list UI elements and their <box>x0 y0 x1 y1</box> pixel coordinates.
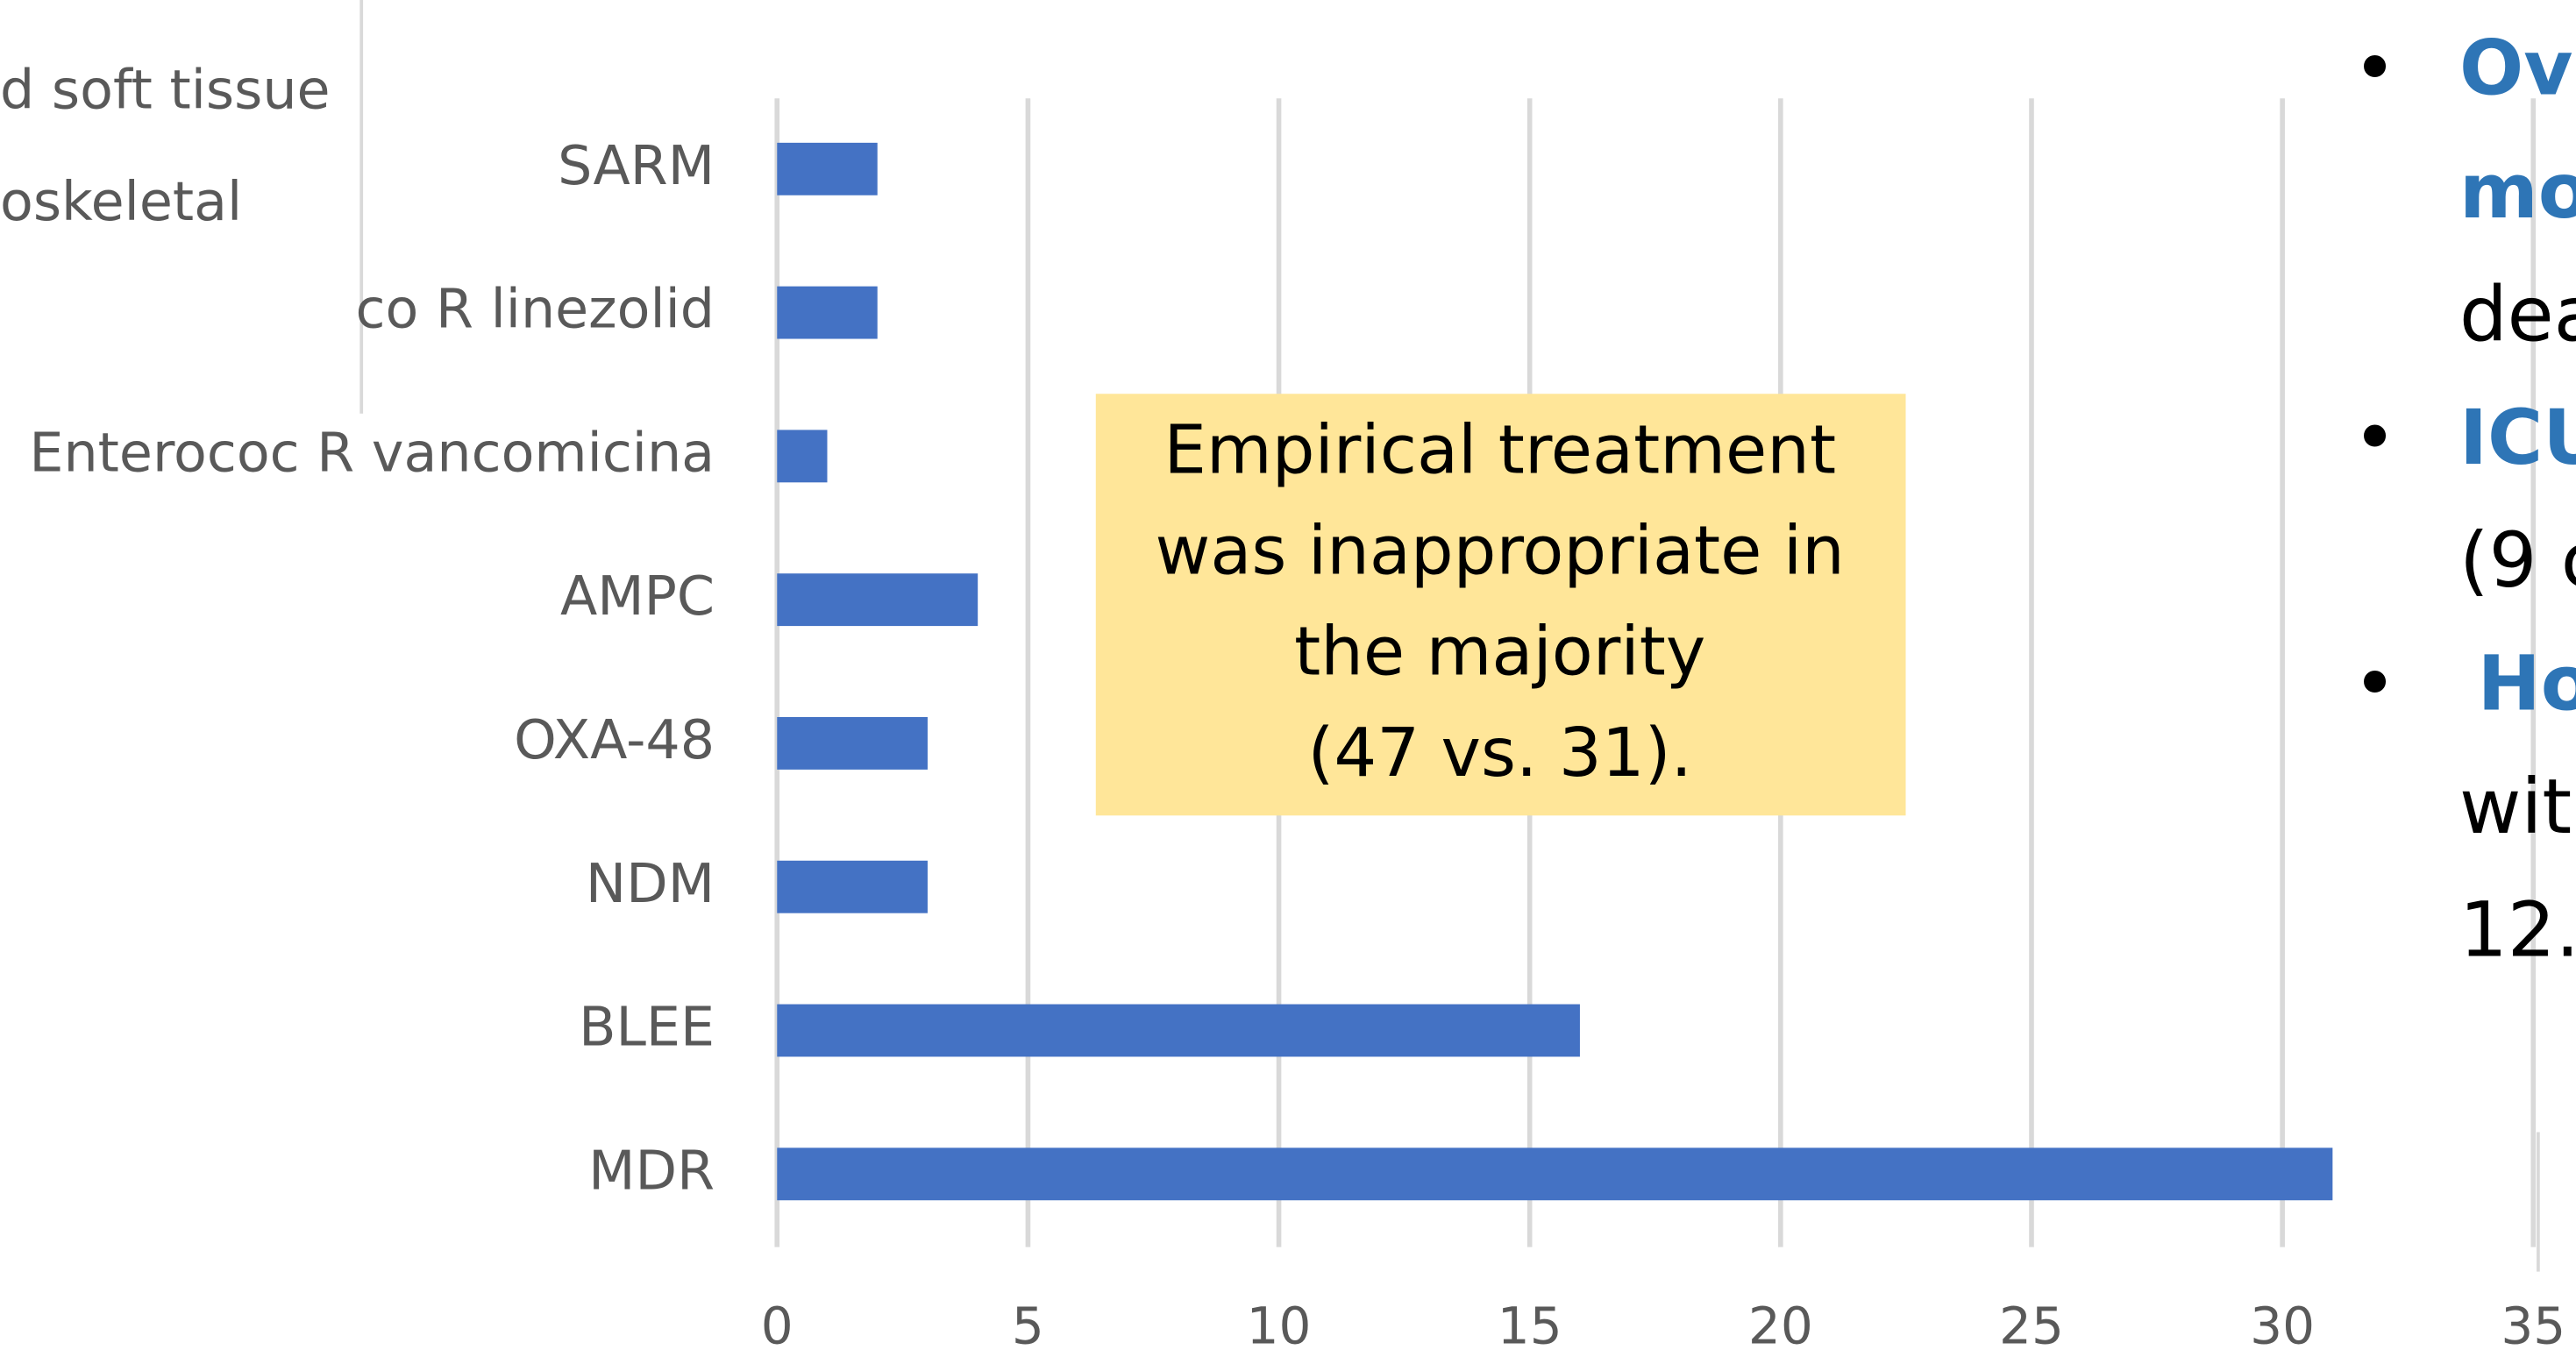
body-text: ICU <box>2459 394 2576 482</box>
bullet: • <box>2352 394 2397 482</box>
body-text: dea <box>2459 271 2576 359</box>
body-text: (9 c <box>2459 517 2576 605</box>
legend-text: oskeletal <box>0 170 242 233</box>
bullet: • <box>2352 641 2397 728</box>
x-tick-label: 15 <box>1498 1296 1562 1355</box>
annotation-line: Empirical treatment <box>1163 412 1836 490</box>
bullet: • <box>2352 25 2397 113</box>
body-text: mo <box>2459 148 2576 236</box>
bar <box>777 716 928 770</box>
y-tick-label: OXA-48 <box>514 708 715 771</box>
x-tick-label: 5 <box>1012 1296 1044 1355</box>
bar <box>777 1004 1580 1057</box>
bar <box>777 1147 2333 1201</box>
y-tick-label: SARM <box>558 134 715 197</box>
x-tick-label: 20 <box>1748 1296 1813 1355</box>
bar <box>777 860 928 913</box>
legend-text: d soft tissue <box>0 59 331 122</box>
x-tick-label: 10 <box>1247 1296 1312 1355</box>
annotation-line: the majority <box>1294 614 1705 692</box>
body-text: Ov <box>2459 25 2572 113</box>
y-tick-label: AMPC <box>560 565 715 628</box>
y-tick-label: co R linezolid <box>356 278 715 341</box>
annotation-line: was inappropriate in <box>1156 513 1845 591</box>
annotation-box <box>1095 394 1906 816</box>
bar <box>777 430 828 483</box>
annotation-line: (47 vs. 31). <box>1307 714 1692 792</box>
bar <box>777 142 878 195</box>
y-tick-label: BLEE <box>579 996 715 1059</box>
x-tick-label: 30 <box>2250 1296 2315 1355</box>
bar <box>777 573 978 627</box>
y-tick-label: Enterococ R vancomicina <box>29 421 715 484</box>
x-tick-label: 0 <box>761 1296 793 1355</box>
bar <box>777 286 878 339</box>
y-tick-label: MDR <box>588 1139 715 1202</box>
body-text: wit <box>2459 764 2572 851</box>
body-text: 12. <box>2459 886 2576 974</box>
x-tick-label: 25 <box>1999 1296 2064 1355</box>
x-tick-label: 35 <box>2501 1296 2565 1355</box>
y-tick-label: NDM <box>586 852 715 915</box>
body-text: Ho <box>2478 641 2576 728</box>
